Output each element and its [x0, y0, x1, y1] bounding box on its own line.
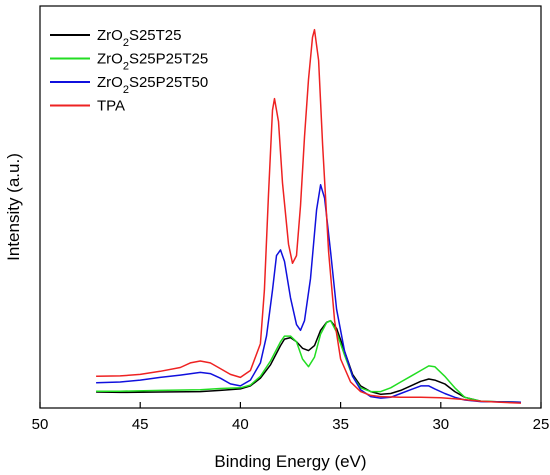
x-tick-label: 50: [32, 416, 49, 433]
x-axis-label: Binding Energy (eV): [214, 452, 366, 471]
x-tick-label: 45: [132, 416, 149, 433]
legend-label-3: TPA: [97, 98, 125, 115]
plot-frame: [39, 5, 542, 409]
legend-label-0: ZrO2S25T25: [97, 27, 182, 49]
series-line-1: [96, 319, 522, 404]
x-tick-label: 40: [232, 416, 249, 433]
x-tick-label: 30: [432, 416, 449, 433]
x-tick-label: 25: [533, 416, 550, 433]
series-line-2: [96, 184, 522, 404]
series-line-3: [96, 28, 522, 404]
x-tick-label: 35: [332, 416, 349, 433]
series-layer: [96, 28, 522, 404]
legend-label-2: ZrO2S25P25T50: [97, 74, 208, 96]
legend-label-1: ZrO2S25P25T25: [97, 51, 208, 73]
y-axis-label: Intensity (a.u.): [4, 153, 23, 261]
x-axis-ticks: 50 45 40 35 30 25: [32, 402, 550, 433]
